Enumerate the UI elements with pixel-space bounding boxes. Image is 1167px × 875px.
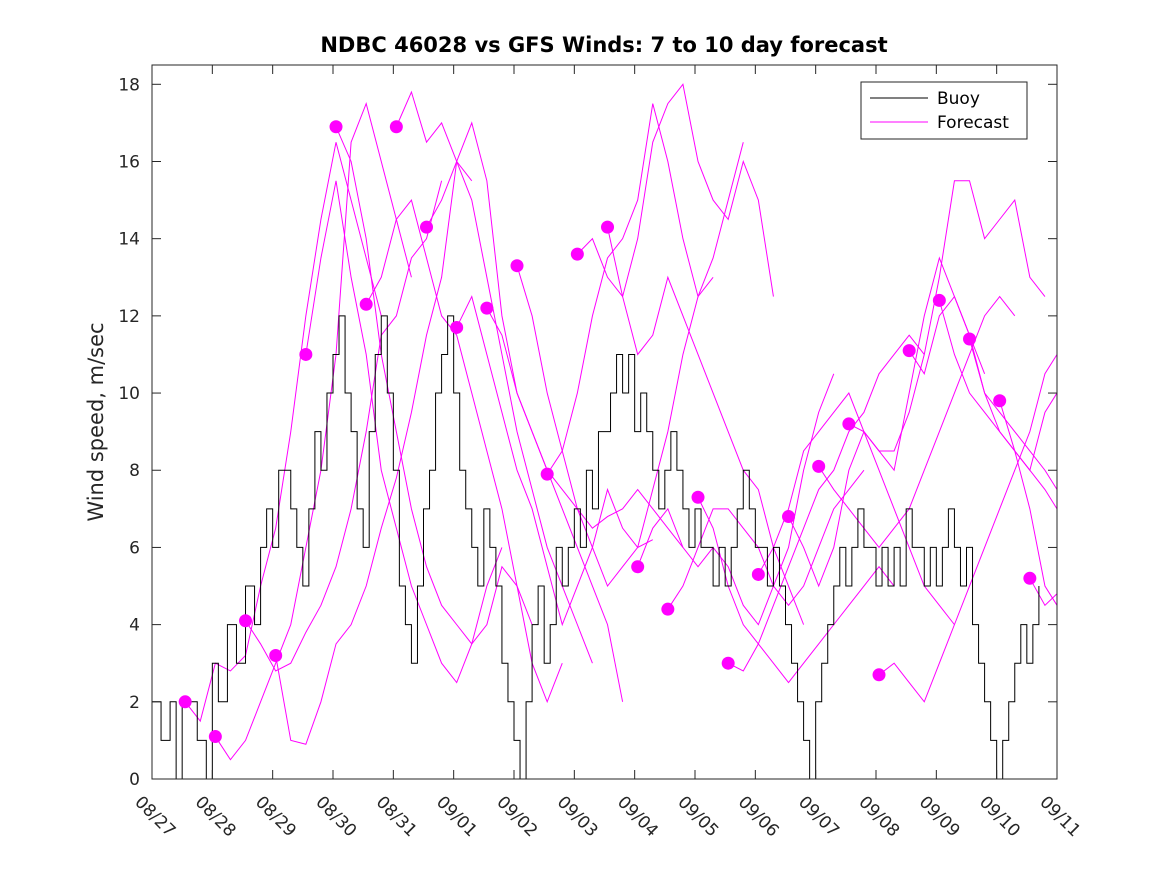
plot-frame	[151, 64, 1058, 780]
y-tick-label-4: 8	[129, 461, 140, 481]
x-tick-label-8: 09/04	[613, 792, 662, 841]
x-tick-label-11: 09/07	[794, 792, 843, 841]
forecast-start-marker-21	[812, 459, 826, 473]
y-tick-label-0: 0	[129, 770, 140, 790]
forecast-line-5	[305, 180, 503, 684]
forecast-line-29	[1029, 578, 1058, 607]
y-axis-label: Wind speed, m/sec	[84, 322, 108, 521]
forecast-start-marker-5	[329, 120, 343, 134]
forecast-line-6	[335, 126, 533, 645]
x-tick-label-10: 09/06	[734, 792, 783, 841]
forecast-start-marker-6	[359, 297, 373, 311]
x-tick-label-4: 08/31	[372, 792, 421, 841]
forecast-line-16	[637, 373, 835, 626]
forecast-start-marker-3	[269, 648, 283, 662]
forecast-start-marker-24	[902, 344, 916, 358]
forecast-start-marker-19	[751, 567, 765, 581]
buoy-line	[152, 315, 1040, 780]
legend-label-buoy: Buoy	[937, 89, 980, 109]
y-tick-label-7: 14	[118, 230, 140, 250]
forecast-line-4	[275, 160, 473, 745]
forecast-line-21	[788, 256, 986, 588]
forecast-line-26	[938, 300, 1058, 510]
x-tick-label-6: 09/02	[492, 792, 541, 841]
legend-label-forecast: Forecast	[937, 113, 1009, 133]
forecast-line-8	[395, 90, 593, 664]
marker-layer	[178, 120, 1037, 744]
forecast-start-marker-28	[1023, 571, 1037, 585]
forecast-line-7	[365, 198, 563, 704]
forecast-start-marker-14	[601, 220, 615, 234]
x-tick-label-2: 08/29	[251, 792, 300, 841]
x-tick-label-0: 08/27	[130, 792, 179, 841]
forecast-start-marker-11	[510, 259, 524, 273]
forecast-start-marker-9	[450, 320, 464, 334]
forecast-start-marker-7	[389, 120, 403, 134]
forecast-line-20	[757, 392, 955, 625]
x-tick-label-13: 09/09	[915, 792, 964, 841]
legend-box	[860, 81, 1028, 140]
forecast-start-marker-25	[932, 293, 946, 307]
forecast-start-marker-13	[570, 247, 584, 261]
forecast-line-11	[486, 307, 684, 548]
forecast-line-23	[848, 180, 1046, 452]
y-tick-label-2: 4	[129, 616, 140, 636]
forecast-line-28	[999, 400, 1058, 606]
series-layer	[152, 83, 1058, 780]
forecast-line-10	[456, 295, 653, 627]
forecast-line-1	[184, 142, 382, 723]
x-tick-label-15: 09/11	[1035, 792, 1084, 841]
forecast-start-marker-20	[782, 510, 796, 524]
forecast-start-marker-23	[872, 668, 886, 682]
x-tick-label-14: 09/10	[975, 792, 1024, 841]
forecast-line-17	[667, 469, 865, 610]
forecast-line-13	[546, 103, 744, 475]
legend: Buoy Forecast	[860, 81, 1028, 140]
y-tick-label-6: 12	[118, 307, 140, 327]
forecast-line-19	[727, 334, 925, 672]
forecast-start-marker-17	[691, 490, 705, 504]
forecast-start-marker-0	[178, 695, 192, 709]
forecast-line-15	[607, 226, 805, 625]
forecast-start-marker-10	[480, 301, 494, 315]
forecast-start-marker-26	[963, 332, 977, 346]
x-tick-label-1: 08/28	[191, 792, 240, 841]
forecast-start-marker-12	[540, 467, 554, 481]
forecast-start-marker-4	[299, 347, 313, 361]
x-tick-label-3: 08/30	[311, 792, 360, 841]
x-tick-label-12: 09/08	[854, 792, 903, 841]
x-tick-label-9: 09/05	[673, 792, 722, 841]
forecast-start-marker-15	[631, 560, 645, 574]
y-tick-label-3: 6	[129, 538, 140, 558]
x-tick-label-5: 09/01	[432, 792, 481, 841]
forecast-start-marker-18	[721, 656, 735, 670]
forecast-start-marker-8	[420, 220, 434, 234]
x-tick-label-7: 09/03	[553, 792, 602, 841]
y-tick-label-8: 16	[118, 152, 140, 172]
y-tick-label-9: 18	[118, 75, 140, 95]
forecast-line-24	[878, 354, 1058, 703]
forecast-start-marker-16	[661, 602, 675, 616]
chart-title: NDBC 46028 vs GFS Winds: 7 to 10 day for…	[320, 33, 887, 57]
forecast-line-12	[516, 265, 714, 588]
forecast-start-marker-2	[239, 614, 253, 628]
plot-area	[152, 65, 1057, 779]
forecast-line-18	[697, 497, 895, 684]
forecast-start-marker-1	[208, 730, 222, 744]
forecast-line-14	[576, 83, 774, 298]
forecast-start-marker-22	[842, 417, 856, 431]
forecast-line-22	[818, 295, 1016, 549]
y-tick-label-5: 10	[118, 384, 140, 404]
forecast-line-27	[969, 338, 1058, 490]
forecast-start-marker-27	[993, 394, 1007, 408]
y-tick-label-1: 2	[129, 693, 140, 713]
